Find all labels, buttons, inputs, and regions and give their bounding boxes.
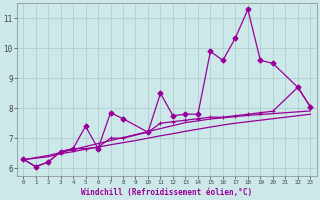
X-axis label: Windchill (Refroidissement éolien,°C): Windchill (Refroidissement éolien,°C): [81, 188, 252, 197]
